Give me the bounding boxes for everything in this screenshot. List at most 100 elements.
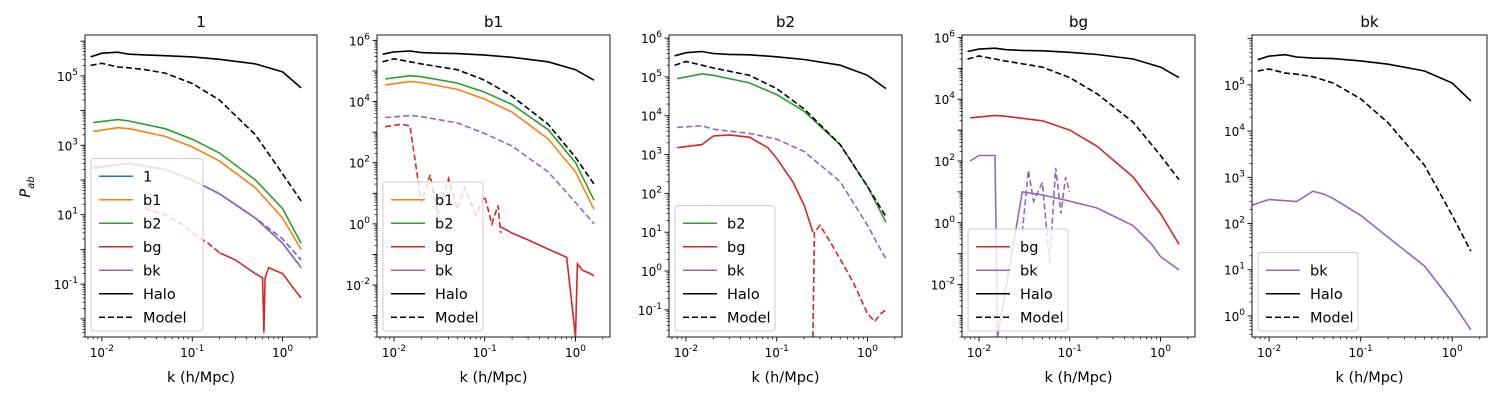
series-bk-dashed-line [93,162,302,261]
series-bk-solid-line [1252,190,1472,331]
series-b2-solid-line [93,118,302,244]
panel-1: 10-2 10-1 100 10-1 101 103 105 1 k (h/Mpc) 1 b1 b2 b… [54,13,318,386]
series-b1-solid-line [92,126,302,250]
legend-label: bg [143,240,161,256]
panel-title: bk [1360,13,1379,31]
series-group [382,50,595,337]
legend-label: bg [435,240,453,256]
series-model-dashed-line [967,55,1180,181]
legend-label: Model [143,310,187,326]
y-tick-label: 104 [641,108,662,124]
series-bg-solid-line [970,114,1180,245]
series-group [1252,53,1472,331]
series-bg-solid-line [677,134,814,233]
y-tick-label: 102 [934,153,955,169]
x-axis-label: k (h/Mpc) [751,370,819,386]
legend-box [382,181,484,332]
y-axis-label-main: P [18,189,34,198]
x-tick-label: 100 [272,344,293,360]
y-tick-label: 103 [1224,169,1245,185]
legend-label: Model [435,310,479,326]
legend-label: bk [435,263,453,279]
series-bg-solid-line [219,252,302,333]
x-axis-label: k (h/Mpc) [459,370,527,386]
y-tick-label: 105 [641,69,662,85]
x-axis-label: k (h/Mpc) [1335,370,1403,386]
series-b1-solid-line [385,80,595,210]
y-tick-label: 100 [934,215,955,231]
x-tick-label: 100 [565,344,586,360]
x-tick-label: 100 [1150,344,1171,360]
legend-label: b2 [727,216,745,232]
panel-title: b2 [776,13,795,31]
y-tick-label: 10-2 [931,277,955,293]
y-tick-label: 10-1 [638,302,662,318]
legend-label: Halo [727,287,760,303]
legend-label: b2 [143,216,161,232]
panel-4: 10-2 10-1 100 10-2 100 102 104 106 bg k (h/Mpc) bg… [931,13,1196,386]
series-bk-dashed-line [385,114,595,225]
y-tick-label: 10-2 [346,277,370,293]
y-tick-label: 103 [641,147,662,163]
legend-box [674,205,776,332]
x-tick-label: 100 [857,344,878,360]
axes-frame [1251,34,1488,338]
legend-label: bk [143,263,161,279]
x-tick-label: 10-1 [180,344,204,360]
y-tick-label: 103 [57,137,78,153]
legend-label: Model [1020,310,1064,326]
series-bg-solid-line [500,226,595,337]
y-tick-label: 10-1 [54,276,78,292]
legend: b2 bg bk Halo Model [674,205,776,332]
y-tick-label: 105 [1224,77,1245,93]
legend-label: bk [1020,263,1038,279]
legend-label: bg [727,240,745,256]
y-tick-label: 105 [57,68,78,84]
legend-label: Halo [1310,287,1343,303]
legend: bk Halo Model [1257,252,1359,332]
axes-frame [668,34,903,338]
panel-title: b1 [484,13,503,31]
panel-2: 10-2 10-1 100 10-2 100 102 104 106 b1 k (h/Mpc) b1… [346,13,611,386]
y-tick-label: 104 [1224,123,1245,139]
series-bk-solid-line [969,154,1180,337]
y-axis-label-sub: ab [26,176,37,188]
y-tick-label: 106 [641,30,662,46]
legend: 1 b1 b2 bg bk Halo Model [90,158,204,332]
x-tick-label: 10-2 [674,344,698,360]
series-model-dashed-line [90,62,302,202]
x-tick-label: 10-2 [90,344,114,360]
legend-label: b1 [143,193,161,209]
legend-label: Halo [143,287,176,303]
legend-label: Halo [435,287,468,303]
legend: bg bk Halo Model [967,228,1069,332]
series-halo-solid-line [382,50,595,81]
series-model-dashed-line [674,60,887,218]
legend-label: bk [727,263,745,279]
series-model-dashed-line [382,57,595,185]
x-axis-label: k (h/Mpc) [167,370,235,386]
y-tick-label: 104 [934,91,955,107]
x-tick-label: 100 [1442,344,1463,360]
panel-title: 1 [196,13,206,31]
series-halo-solid-line [674,50,887,90]
y-tick-label: 102 [641,185,662,201]
panel-5: 10-2 10-1 100 100 101 102 103 104 105 bk k (h/Mpc)… [1224,13,1488,386]
series-model-dashed-line [1257,68,1472,252]
x-tick-label: 10-2 [382,344,406,360]
series-bg-dashed-line [812,224,887,337]
series-halo-solid-line [90,51,302,89]
x-tick-label: 10-2 [1257,344,1281,360]
y-tick-label: 101 [641,224,662,240]
y-tick-label: 106 [349,32,370,48]
series-b2-solid-line [385,74,595,201]
x-tick-label: 10-1 [1058,344,1082,360]
legend-box [1257,252,1359,332]
legend-box [90,158,204,332]
legend-label: bk [1310,263,1328,279]
y-tick-label: 100 [641,263,662,279]
panel-title: bg [1069,13,1088,31]
series-halo-solid-line [1257,53,1472,102]
